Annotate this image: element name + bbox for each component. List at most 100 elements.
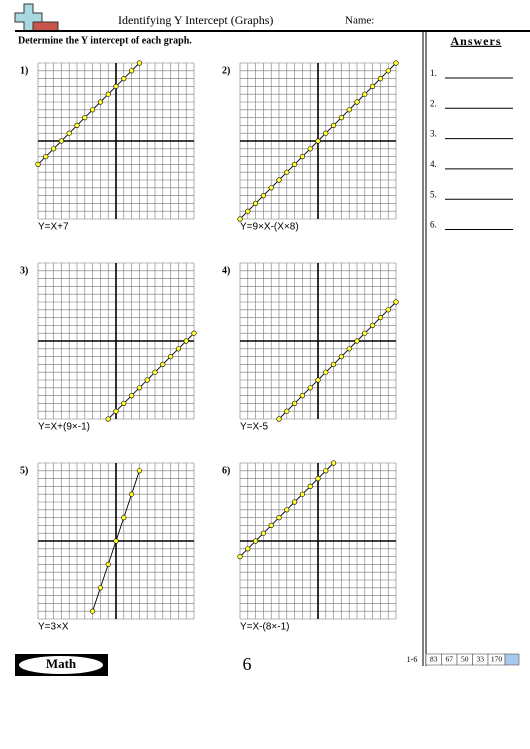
graph-point [370,83,376,89]
graph-point [307,385,313,391]
graph-point [253,538,259,544]
score-cell-blank [504,653,520,666]
graph-point [276,514,282,521]
graph-point [113,538,119,544]
graph-point [299,154,306,160]
score: 33 [477,655,485,664]
graph-point [284,507,290,513]
graph-point [191,330,197,336]
graph-point [129,68,135,74]
answer-number: 4. [430,159,437,169]
score: 83 [430,655,438,664]
graph-point [307,483,313,490]
graph-point [276,177,282,183]
equation: Y=9×X-(X×8) [240,222,299,233]
graph-point [245,546,251,552]
graph-point [97,99,103,105]
graph-point [121,75,127,82]
graph-point [183,338,189,344]
graph-point [105,91,111,97]
graph-point [58,138,65,144]
graph-point [43,154,49,160]
graph-point [113,83,119,89]
graph-point [362,330,368,336]
graph-point [245,208,251,214]
graph-point [377,75,384,82]
graph-point [299,491,306,497]
graph-point [129,393,135,399]
subject-ellipse [19,656,103,674]
graph-point [323,369,329,375]
graph-point [136,60,142,66]
answers-title: Answers [451,34,502,48]
graph-point [105,416,111,422]
graph-point [370,322,376,329]
graph-point [82,114,88,121]
graph-point [74,122,80,128]
graph-point [175,346,181,352]
graph-point [338,114,345,121]
problem-number: 6) [222,465,230,476]
graph-point [354,99,360,105]
problem-number: 3) [20,265,28,276]
graph-point [315,476,321,482]
graph-point [35,161,41,167]
graph-line [278,301,397,420]
equation: Y=X-(8×-1) [240,622,289,633]
graph-point [315,377,321,383]
graph-point [260,530,267,536]
page-number: 6 [243,654,252,674]
graph-point [121,400,127,407]
score: 170 [491,655,503,664]
graph-point [160,361,166,368]
graph-point [136,385,142,391]
graph-point [152,369,158,375]
graph-point [129,491,135,497]
graph-point [97,585,103,591]
graph-point [260,193,267,199]
score: 50 [461,655,469,664]
graph-point [89,608,96,614]
graph-point [284,169,290,175]
graph-point [385,307,391,313]
graph-point [292,499,298,505]
equation: Y=3×X [38,622,69,633]
graph-point [346,107,352,113]
graph-point [323,130,329,136]
graph-point [362,91,368,97]
equation: Y=X+7 [38,222,69,233]
graph-point [276,416,282,422]
answer-number: 1. [430,68,437,78]
instructions: Determine the Y intercept of each graph. [18,35,192,46]
graph-point [136,468,142,474]
graph-point [268,185,274,191]
title: Identifying Y Intercept (Graphs) [118,13,273,27]
graph-point [113,408,119,414]
graph-point [331,361,337,368]
graph-point [237,553,243,560]
subject: Math [46,656,77,671]
graph-point [105,561,111,568]
graph-point [393,60,399,66]
graph-point [331,122,337,128]
problem-number: 4) [222,265,230,276]
graph-point [292,161,298,167]
graph-point [253,200,259,206]
equation: Y=X+(9×-1) [38,422,90,433]
answer-number: 3. [430,129,437,139]
answer-number: 5. [430,189,437,199]
score-range: 1-6 [407,655,418,664]
problem-number: 2) [222,65,230,76]
graph-point [393,299,399,305]
graph-point [299,393,306,399]
graph-point [292,400,298,407]
graph-point [385,68,391,74]
score: 67 [446,655,454,664]
graph-point [268,522,274,529]
graph-point [307,146,313,152]
graph-point [354,338,360,344]
graph-point [284,408,290,414]
answer-number: 2. [430,98,437,108]
graph-point [323,468,329,474]
graph-point [331,460,337,466]
